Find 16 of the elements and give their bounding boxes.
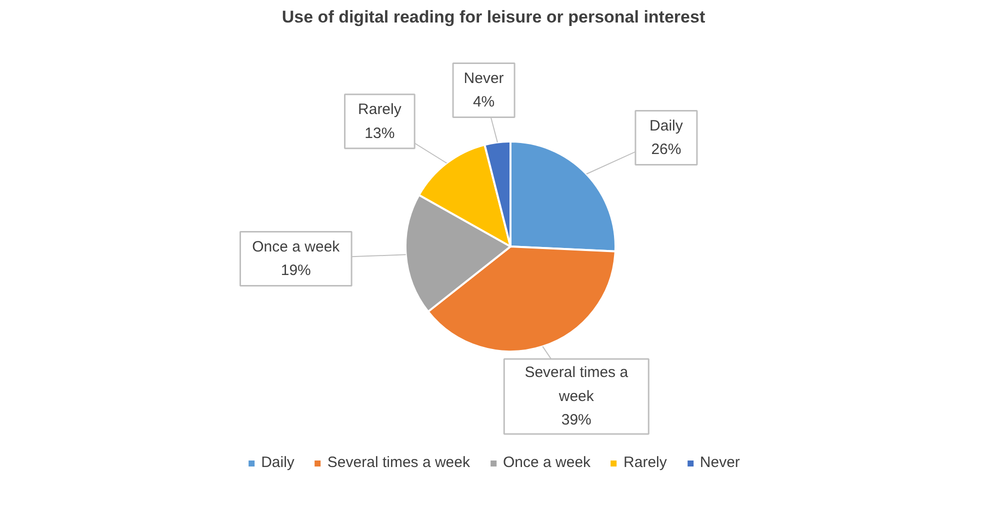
slice-label: Daily	[650, 117, 684, 134]
legend-label: Never	[700, 454, 740, 471]
legend-label: Daily	[261, 454, 294, 471]
data-label: 39%	[561, 412, 592, 429]
slice-label: Never	[464, 70, 504, 87]
data-label: 4%	[472, 94, 495, 111]
legend-label: Rarely	[624, 454, 667, 471]
slice-label: Once a week	[252, 238, 340, 256]
data-label: 13%	[364, 124, 395, 142]
data-label: 26%	[651, 141, 682, 158]
data-label: 19%	[280, 262, 311, 280]
legend-label: Several times a week	[327, 454, 470, 471]
slice-label: Several times a week	[524, 364, 629, 405]
chart-title: Use of digital reading for leisure or personal interest	[282, 8, 706, 26]
legend-label: Once a week	[502, 454, 591, 471]
slice-label: Rarely	[358, 101, 402, 118]
